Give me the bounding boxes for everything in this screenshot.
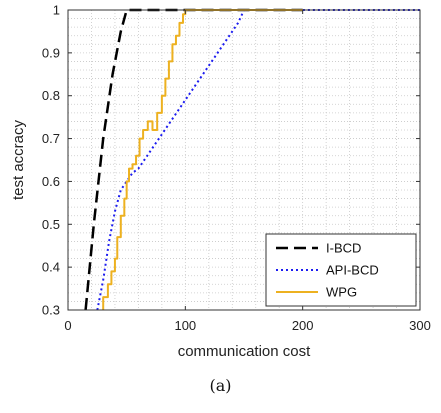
figure-caption: (a)	[209, 376, 232, 395]
legend: I-BCD API-BCD WPG	[265, 233, 417, 307]
legend-label: I-BCD	[326, 241, 361, 256]
legend-label: API-BCD	[326, 263, 379, 278]
x-tick-label: 300	[409, 318, 431, 333]
y-tick-label: 0.4	[42, 260, 60, 275]
series-line-wpg	[102, 9, 303, 310]
axis-ticks: 0 100 200 300 0.3 0.4 0.5 0.6 0.7 0.8 0.9 1	[42, 3, 431, 334]
y-tick-label: 0.8	[42, 88, 60, 103]
x-tick-label: 100	[174, 318, 196, 333]
series-lines	[84, 8, 420, 311]
y-tick-label: 1	[53, 3, 60, 18]
y-tick-label: 0.3	[42, 303, 60, 318]
x-tick-label: 0	[64, 318, 71, 333]
y-axis-label: test accracy	[10, 119, 27, 200]
x-axis-label: communication cost	[178, 343, 311, 360]
legend-label: WPG	[326, 285, 357, 300]
y-tick-label: 0.9	[42, 45, 60, 60]
x-tick-label: 200	[292, 318, 314, 333]
series-line-i-bcd	[84, 8, 303, 311]
series-line-api-bcd	[96, 9, 420, 311]
y-tick-label: 0.5	[42, 217, 60, 232]
plot-frame	[67, 9, 421, 311]
y-tick-label: 0.7	[42, 131, 60, 146]
y-tick-label: 0.6	[42, 174, 60, 189]
